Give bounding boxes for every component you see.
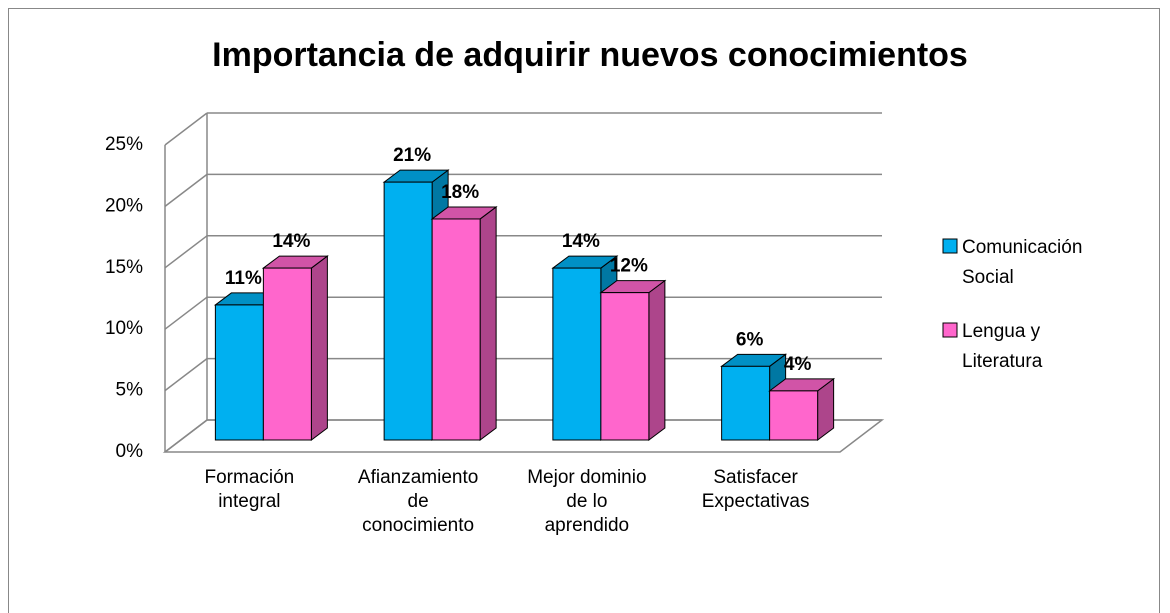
y-tick-label: 0% [116, 441, 144, 462]
chart-border [8, 8, 1160, 613]
y-tick-label: 5% [116, 380, 144, 401]
bar [769, 390, 819, 441]
data-label: 4% [784, 354, 812, 375]
data-label: 12% [610, 256, 648, 277]
x-tick-label: Formación integral [204, 467, 295, 512]
bar [721, 365, 771, 441]
bar [214, 304, 264, 441]
grid-line [164, 235, 208, 269]
data-label: 14% [562, 231, 600, 252]
legend-label: Lengua y Literatura [962, 321, 1043, 372]
data-label: 11% [225, 268, 262, 289]
bar [431, 218, 481, 441]
y-tick-label: 20% [105, 195, 143, 216]
x-tick-label: Satisfacer Expectativas [701, 467, 810, 512]
y-tick-label: 25% [105, 134, 143, 155]
bar-side [648, 279, 666, 441]
chart-title: Importancia de adquirir nuevos conocimie… [212, 36, 968, 74]
data-label: 14% [272, 231, 310, 252]
grid-line [164, 419, 208, 453]
grid-line [164, 112, 208, 146]
legend-swatch [942, 238, 958, 254]
x-tick-label: Mejor dominio de lo aprendido [527, 467, 647, 536]
legend-label: Comunicación Social [962, 237, 1083, 288]
bar [383, 181, 433, 441]
bar [552, 267, 602, 441]
legend-swatch [942, 322, 958, 338]
grid-line [164, 358, 208, 392]
bar [262, 267, 312, 441]
y-tick-label: 10% [105, 318, 143, 339]
data-label: 6% [736, 329, 764, 350]
bar-side [310, 255, 328, 441]
grid-line [164, 296, 208, 330]
grid-line [164, 173, 208, 207]
bar [600, 292, 650, 441]
data-label: 18% [441, 182, 479, 203]
x-tick-label: Afianzamiento de conocimiento [357, 467, 479, 536]
bar-side [479, 205, 497, 441]
data-label: 21% [393, 145, 431, 166]
y-tick-label: 15% [105, 257, 143, 278]
